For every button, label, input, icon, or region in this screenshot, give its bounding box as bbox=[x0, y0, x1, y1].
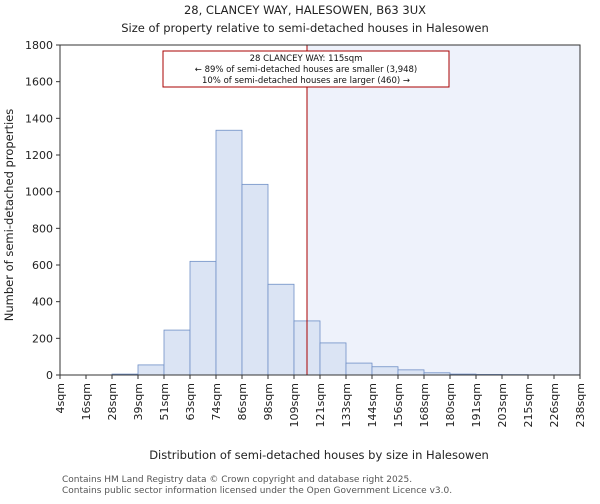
annotation-line-1: 28 CLANCEY WAY: 115sqm bbox=[250, 54, 363, 64]
x-tick-label: 191sqm bbox=[470, 383, 483, 427]
x-tick-label: 74sqm bbox=[210, 383, 223, 420]
y-axis-label: Number of semi-detached properties bbox=[2, 109, 16, 321]
x-tick-label: 28sqm bbox=[106, 383, 119, 420]
x-tick-label: 226sqm bbox=[548, 383, 561, 427]
y-tick-label: 1000 bbox=[25, 186, 53, 199]
x-tick-label: 203sqm bbox=[496, 383, 509, 427]
bar-144sqm bbox=[372, 367, 398, 375]
y-tick-label: 600 bbox=[32, 259, 53, 272]
y-tick-label: 1600 bbox=[25, 76, 53, 89]
bar-39sqm bbox=[138, 365, 164, 375]
bar-74sqm bbox=[216, 130, 242, 375]
footer-line-2: Contains public sector information licen… bbox=[62, 486, 452, 496]
y-tick-label: 1200 bbox=[25, 149, 53, 162]
bar-63sqm bbox=[190, 261, 216, 375]
x-tick-label: 98sqm bbox=[262, 383, 275, 420]
y-tick-label: 400 bbox=[32, 296, 53, 309]
x-tick-label: 51sqm bbox=[158, 383, 171, 420]
x-tick-label: 238sqm bbox=[574, 383, 587, 427]
y-tick-label: 0 bbox=[46, 369, 53, 382]
x-tick-label: 39sqm bbox=[132, 383, 145, 420]
bar-98sqm bbox=[268, 284, 294, 375]
x-tick-label: 109sqm bbox=[288, 383, 301, 427]
chart-title: 28, CLANCEY WAY, HALESOWEN, B63 3UX bbox=[184, 3, 426, 17]
x-tick-label: 16sqm bbox=[80, 383, 93, 420]
y-tick-label: 200 bbox=[32, 332, 53, 345]
x-tick-label: 156sqm bbox=[392, 383, 405, 427]
bar-121sqm bbox=[320, 343, 346, 375]
x-tick-label: 180sqm bbox=[444, 383, 457, 427]
x-axis-label: Distribution of semi-detached houses by … bbox=[149, 448, 489, 462]
annotation-line-3: 10% of semi-detached houses are larger (… bbox=[202, 76, 410, 86]
y-tick-label: 1800 bbox=[25, 39, 53, 52]
x-tick-label: 63sqm bbox=[184, 383, 197, 420]
x-tick-label: 215sqm bbox=[522, 383, 535, 427]
x-tick-label: 121sqm bbox=[314, 383, 327, 427]
y-tick-label: 1400 bbox=[25, 112, 53, 125]
x-tick-label: 133sqm bbox=[340, 383, 353, 427]
larger-region-highlight bbox=[307, 45, 580, 375]
bar-133sqm bbox=[346, 363, 372, 375]
footer-line-1: Contains HM Land Registry data © Crown c… bbox=[62, 475, 412, 485]
bar-156sqm bbox=[398, 370, 424, 375]
x-tick-label: 4sqm bbox=[54, 383, 67, 413]
bar-51sqm bbox=[164, 330, 190, 375]
chart-subtitle: Size of property relative to semi-detach… bbox=[121, 21, 489, 35]
annotation-box: 28 CLANCEY WAY: 115sqm ← 89% of semi-det… bbox=[163, 51, 449, 87]
x-tick-label: 168sqm bbox=[418, 383, 431, 427]
annotation-line-2: ← 89% of semi-detached houses are smalle… bbox=[195, 65, 417, 75]
x-tick-label: 144sqm bbox=[366, 383, 379, 427]
x-tick-label: 86sqm bbox=[236, 383, 249, 420]
bar-86sqm bbox=[242, 184, 268, 375]
y-tick-label: 800 bbox=[32, 222, 53, 235]
